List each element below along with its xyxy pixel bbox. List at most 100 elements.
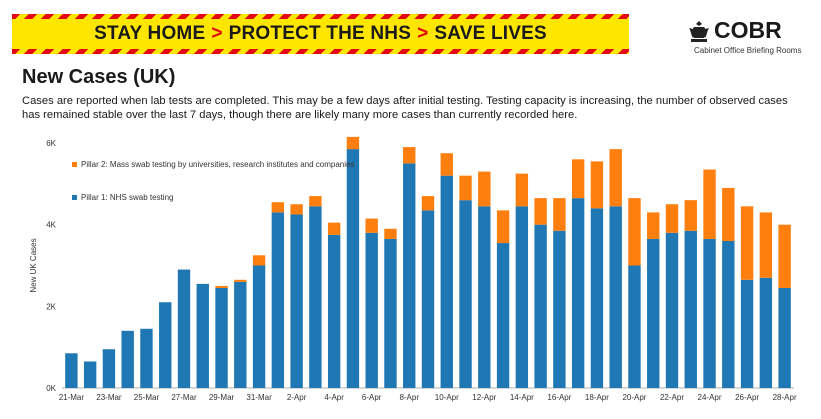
x-tick-label: 16-Apr — [547, 393, 571, 402]
x-tick-label: 26-Apr — [735, 393, 759, 402]
x-tick-label: 14-Apr — [510, 393, 534, 402]
bar-pillar1 — [440, 175, 453, 388]
bar-pillar1 — [252, 265, 266, 388]
bar-pillar2 — [628, 198, 641, 266]
x-tick-label: 27-Mar — [171, 393, 197, 402]
x-tick-label: 18-Apr — [585, 393, 609, 402]
slogan-banner: STAY HOME > PROTECT THE NHS > SAVE LIVES — [12, 14, 629, 54]
legend-swatch — [72, 162, 77, 167]
bar-pillar2 — [590, 161, 604, 209]
bar-pillar2 — [665, 204, 679, 233]
bar-pillar2 — [684, 200, 697, 231]
y-tick-label: 2K — [46, 302, 56, 311]
x-tick-label: 12-Apr — [472, 393, 496, 402]
bar-pillar1 — [121, 330, 134, 388]
x-tick-label: 28-Apr — [773, 393, 797, 402]
bar-pillar1 — [740, 279, 754, 388]
bar-pillar2 — [440, 153, 453, 176]
bar-pillar1 — [102, 349, 116, 388]
bar-pillar1 — [515, 206, 529, 388]
bar-pillar1 — [571, 198, 585, 388]
bar-pillar1 — [65, 353, 78, 388]
crest-icon — [689, 21, 709, 42]
x-tick-label: 31-Mar — [246, 393, 272, 402]
bar-pillar1 — [684, 230, 697, 388]
legend-swatch — [72, 195, 77, 200]
x-tick-label: 24-Apr — [698, 393, 722, 402]
bar-pillar1 — [159, 302, 172, 388]
bar-pillar2 — [609, 149, 622, 207]
bar-pillar2 — [534, 198, 547, 225]
bar-pillar1 — [290, 214, 303, 388]
bar-pillar2 — [365, 218, 378, 233]
logo-subtitle: Cabinet Office Briefing Rooms — [694, 46, 802, 55]
bar-pillar2 — [234, 279, 247, 282]
x-tick-label: 29-Mar — [209, 393, 235, 402]
bar-pillar1 — [609, 206, 622, 388]
bar-pillar1 — [496, 243, 510, 388]
bar-pillar2 — [553, 198, 566, 231]
logo-wordmark: COBR — [714, 17, 782, 43]
x-tick-label: 2-Apr — [287, 393, 307, 402]
bar-pillar2 — [478, 171, 491, 207]
y-tick-label: 4K — [46, 221, 56, 230]
x-tick-label: 20-Apr — [622, 393, 646, 402]
x-tick-label: 10-Apr — [435, 393, 459, 402]
bar-pillar1 — [590, 208, 604, 388]
bar-pillar2 — [703, 169, 716, 239]
bar-pillar1 — [177, 269, 191, 388]
bar-pillar1 — [722, 241, 735, 388]
bar-pillar1 — [403, 163, 416, 388]
bar-pillar2 — [421, 196, 435, 211]
bar-pillar1 — [647, 238, 660, 388]
x-tick-label: 6-Apr — [362, 393, 382, 402]
bar-pillar1 — [628, 265, 641, 388]
slogan-separator: > — [211, 23, 223, 44]
bar-pillar1 — [196, 283, 209, 388]
cobr-logo: COBR Cabinet Office Briefing Rooms — [688, 17, 808, 57]
slogan-save-lives: SAVE LIVES — [434, 23, 547, 44]
x-tick-label: 21-Mar — [59, 393, 85, 402]
bar-pillar2 — [290, 204, 303, 215]
bar-pillar1 — [234, 281, 247, 388]
slogan-stay-home: STAY HOME — [94, 23, 206, 44]
bar-pillar2 — [459, 175, 472, 201]
bar-pillar2 — [759, 212, 773, 278]
bar-pillar1 — [421, 210, 435, 388]
x-tick-label: 23-Mar — [96, 393, 122, 402]
bar-pillar1 — [759, 277, 773, 388]
bar-pillar1 — [384, 238, 397, 388]
bar-pillar1 — [534, 224, 547, 388]
bar-pillar1 — [365, 232, 378, 388]
page-title: New Cases (UK) — [22, 66, 176, 88]
bar-pillar1 — [703, 238, 716, 388]
slogan-protect-nhs: PROTECT THE NHS — [228, 23, 412, 44]
slogan-separator: > — [417, 23, 429, 44]
bar-pillar1 — [478, 206, 491, 388]
bar-pillar1 — [83, 361, 97, 388]
legend-label: Pillar 2: Mass swab testing by universit… — [81, 160, 354, 169]
bar-pillar1 — [778, 287, 791, 388]
page-subtitle: Cases are reported when lab tests are co… — [22, 95, 788, 121]
y-tick-label: 0K — [46, 384, 56, 393]
bar-pillar2 — [384, 228, 397, 239]
slogan-text: STAY HOME > PROTECT THE NHS > SAVE LIVES — [12, 23, 629, 44]
bar-pillar1 — [215, 287, 228, 388]
bar-pillar1 — [271, 212, 285, 388]
bar-pillar2 — [252, 255, 266, 266]
bar-pillar2 — [327, 222, 341, 235]
x-tick-label: 22-Apr — [660, 393, 684, 402]
bar-pillar1 — [140, 328, 153, 388]
bar-pillar2 — [740, 206, 754, 280]
bar-pillar2 — [215, 285, 228, 288]
bar-pillar1 — [459, 200, 472, 388]
x-tick-label: 8-Apr — [399, 393, 419, 402]
bar-pillar2 — [496, 210, 510, 244]
legend-label: Pillar 1: NHS swab testing — [81, 193, 173, 202]
bar-pillar1 — [553, 230, 566, 388]
bar-pillar2 — [647, 212, 660, 239]
y-axis-label: New UK Cases — [29, 238, 38, 292]
bar-pillar2 — [722, 187, 735, 241]
bar-pillar1 — [327, 234, 341, 388]
